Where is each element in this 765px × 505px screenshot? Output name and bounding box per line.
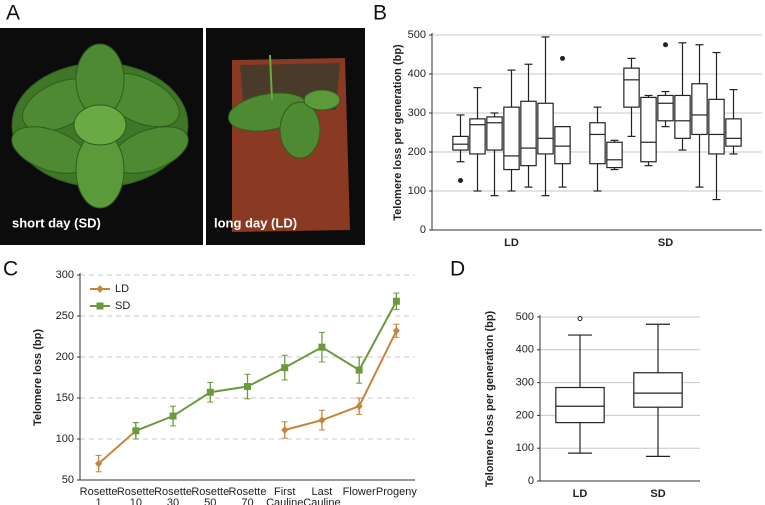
box (486, 116, 503, 151)
legend-label: SD (115, 300, 130, 312)
y-tick-label: 100 (408, 185, 426, 197)
marker (96, 302, 104, 310)
marker (318, 343, 326, 351)
marker (355, 402, 363, 411)
box (520, 100, 537, 167)
x-tick-label: Rosette 1 (80, 486, 118, 505)
x-tick-label: LD (573, 488, 588, 500)
marker (206, 388, 214, 396)
x-tick-label: LD (504, 237, 519, 249)
box (691, 83, 708, 136)
marker (132, 427, 140, 435)
x-tick-label: Rosette 30 (154, 486, 192, 505)
outlier (663, 42, 668, 48)
x-tick-label: Rosette 50 (191, 486, 229, 505)
y-tick-label: 0 (420, 224, 426, 236)
legend-label: LD (115, 283, 129, 295)
box (555, 386, 605, 424)
outlier (560, 55, 565, 61)
y-tick-label: 500 (516, 311, 534, 323)
panel-label: A (6, 2, 20, 25)
marker (96, 285, 104, 293)
y-axis-title: Telomere loss per generation (bp) (392, 44, 404, 221)
y-tick-label: 250 (56, 310, 74, 322)
box (452, 135, 469, 151)
panel-label: C (3, 258, 18, 281)
x-tick-label: SD (658, 237, 673, 249)
x-tick-label: SD (650, 488, 665, 500)
marker (392, 297, 400, 305)
photo-label: long day (LD) (214, 215, 297, 230)
box (623, 67, 640, 108)
marker (392, 326, 400, 335)
box (633, 372, 683, 408)
outlier (458, 177, 463, 183)
plant-sd (11, 43, 189, 209)
series-line (284, 330, 398, 431)
outlier (577, 316, 583, 322)
box (537, 102, 554, 155)
panel-label: B (373, 2, 387, 25)
box (725, 118, 742, 147)
box (503, 106, 520, 171)
y-tick-label: 50 (62, 474, 74, 486)
y-tick-label: 500 (408, 29, 426, 41)
series-line (135, 300, 398, 432)
y-tick-label: 0 (528, 475, 534, 487)
box (640, 96, 657, 163)
y-tick-label: 400 (516, 344, 534, 356)
y-tick-label: 200 (408, 146, 426, 158)
marker (281, 425, 289, 434)
marker (355, 366, 363, 374)
y-tick-label: 100 (56, 433, 74, 445)
photo-panel: A short day (SD) long day (LD) (0, 2, 365, 245)
marker (281, 364, 289, 372)
series-line (97, 430, 137, 465)
marker (244, 383, 251, 391)
x-tick-label: First Cauline (266, 486, 303, 505)
box (657, 94, 674, 122)
y-tick-label: 300 (408, 107, 426, 119)
marker (318, 416, 326, 425)
x-tick-label: Flower (343, 486, 376, 498)
y-tick-label: 150 (56, 392, 74, 404)
photo-label: short day (SD) (12, 215, 101, 230)
box (606, 141, 623, 169)
x-tick-label: Last Cauline (303, 486, 340, 505)
box (554, 126, 571, 165)
x-tick-label: Rosette 70 (229, 486, 267, 505)
panel-label: D (450, 258, 465, 281)
y-tick-label: 400 (408, 68, 426, 80)
y-tick-label: 200 (516, 409, 534, 421)
box (589, 122, 606, 165)
y-tick-label: 200 (56, 351, 74, 363)
box (469, 118, 486, 155)
photo-divider (203, 28, 206, 245)
x-tick-label: Progeny (376, 486, 417, 498)
marker (95, 459, 103, 468)
plant-ld (227, 54, 350, 232)
y-axis-title: Telomere loss (bp) (32, 329, 44, 426)
y-tick-label: 300 (516, 377, 534, 389)
box (708, 98, 725, 155)
box (674, 94, 691, 139)
marker (169, 412, 177, 420)
y-axis-title: Telomere loss per generation (bp) (484, 310, 496, 487)
y-tick-label: 300 (56, 269, 74, 281)
x-tick-label: Rosette 10 (117, 486, 155, 505)
y-tick-label: 100 (516, 442, 534, 454)
